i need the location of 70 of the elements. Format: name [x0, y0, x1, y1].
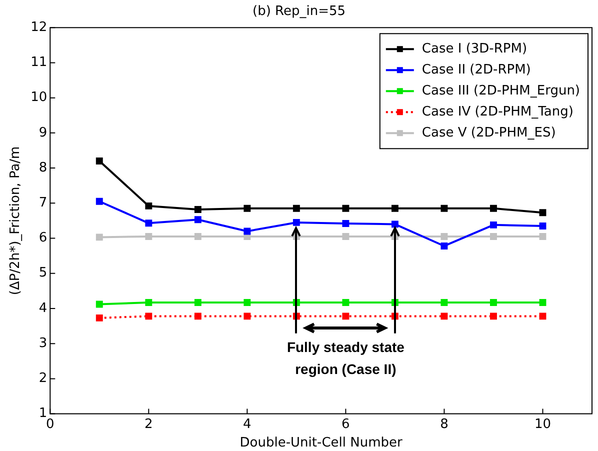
point — [440, 242, 448, 250]
y-tick-label: 6 — [38, 230, 48, 246]
chart-title: (b) Rep_in=55 — [252, 4, 346, 20]
point — [244, 312, 251, 320]
point — [391, 220, 398, 228]
point — [145, 312, 152, 320]
x-tick-label: 6 — [342, 416, 350, 432]
legend-label: Case IV (2D-PHM_Tang) — [422, 104, 574, 120]
legend-label: Case V (2D-PHM_ES) — [422, 125, 556, 140]
y-tick-label: 8 — [38, 160, 48, 176]
point — [539, 222, 546, 230]
point — [244, 204, 251, 212]
x-tick-label: 2 — [144, 416, 153, 432]
point — [194, 312, 202, 320]
point — [194, 206, 202, 213]
point — [490, 204, 497, 212]
point — [342, 312, 350, 320]
point — [539, 312, 546, 320]
point — [490, 299, 497, 306]
y-tick-label: 4 — [38, 300, 48, 316]
y-tick-label: 7 — [38, 196, 48, 211]
point — [96, 198, 103, 205]
x-axis-title: Double-Unit-Cell Number — [240, 436, 403, 451]
point — [440, 233, 448, 240]
point — [490, 233, 497, 240]
point — [194, 216, 202, 224]
point — [96, 158, 103, 164]
point — [96, 300, 103, 308]
x-tick-label: 8 — [440, 416, 448, 432]
point — [96, 314, 103, 322]
y-axis-title: (ΔP/2h*)_Friction, Pa/m — [8, 146, 24, 296]
point — [342, 204, 350, 212]
legend-label: Case III (2D-PHM_Ergun) — [422, 83, 580, 98]
point — [490, 312, 497, 320]
point — [244, 228, 251, 235]
point — [440, 204, 448, 212]
x-tick-label: 0 — [46, 416, 54, 432]
point — [145, 233, 152, 240]
y-tick-label: 3 — [38, 336, 48, 351]
y-tick-label: 11 — [30, 55, 48, 70]
x-tick-label: 10 — [534, 416, 552, 432]
point — [292, 218, 300, 226]
y-tick-label: 12 — [30, 20, 48, 35]
point — [539, 209, 546, 216]
y-tick-label: 9 — [38, 125, 48, 140]
x-tick-label: 4 — [243, 416, 252, 432]
point — [145, 220, 152, 227]
point — [342, 299, 350, 306]
point — [96, 234, 103, 241]
annotation: Fully steady state region (Case II) — [286, 338, 406, 379]
point — [145, 202, 152, 210]
point — [539, 233, 546, 240]
y-tick-label: 2 — [38, 371, 48, 386]
point — [194, 233, 202, 240]
y-tick-label: 10 — [30, 90, 48, 106]
legend-label: Case II (2D-RPM) — [422, 62, 531, 78]
point — [342, 233, 350, 240]
point — [440, 312, 448, 320]
point — [391, 204, 398, 212]
y-tick-label: 5 — [38, 266, 48, 281]
y-tick-label: 1 — [38, 406, 48, 422]
point — [194, 299, 202, 306]
point — [145, 299, 152, 306]
point — [490, 221, 497, 228]
point — [440, 299, 448, 306]
point — [539, 299, 546, 306]
point — [342, 220, 350, 227]
point — [244, 299, 251, 306]
point — [292, 204, 300, 212]
legend-label: Case I (3D-RPM) — [422, 41, 528, 56]
